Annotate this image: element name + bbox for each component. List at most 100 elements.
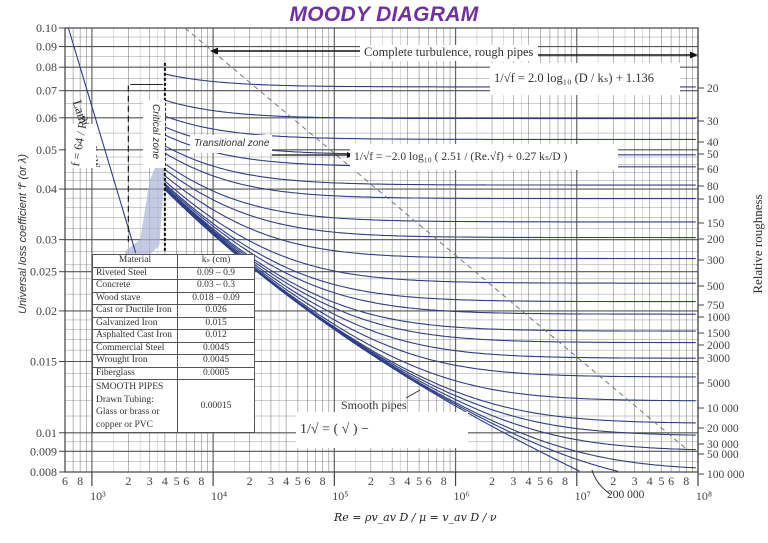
smooth-equation-box — [296, 412, 468, 448]
smooth-equation-partial: 1/√ = ( √ ) − — [300, 422, 369, 437]
complete-turbulence-boundary — [184, 27, 691, 453]
roughness-tick-label: 200 — [707, 234, 725, 246]
x-minor-tick-label: 6 — [304, 474, 310, 488]
reynolds-formula-text: Re = ρv_av D / μ = v_av D / ν — [334, 511, 497, 524]
y-tick-label: 0.07 — [36, 84, 57, 98]
x-major-tick-label: 10⁶ — [453, 489, 469, 503]
material-ks: 0.0005 — [177, 366, 255, 380]
table-row-smooth: SMOOTH PIPES Drawn Tubing: Glass or bras… — [92, 379, 255, 433]
roughness-curve — [164, 99, 696, 120]
table-header-row: Material kₛ (cm) — [92, 254, 255, 268]
y-tick-label: 0.01 — [36, 426, 57, 440]
table-row: Asphalted Cast Iron 0.012 — [92, 329, 255, 343]
transitional-zone-label: Transitional zone — [194, 138, 270, 149]
roughness-curve — [164, 163, 696, 223]
x-minor-tick-label: 3 — [389, 474, 395, 488]
table-row: Commercial Steel 0.0045 — [92, 341, 255, 355]
roughness-tick-label: 10 000 — [707, 403, 739, 415]
x-minor-tick-label: 4 — [526, 474, 532, 488]
smooth-line: Glass or brass or — [96, 407, 160, 417]
x-minor-tick-label: 4 — [162, 474, 168, 488]
table-row: Cast or Ductile Iron 0.026 — [92, 304, 255, 318]
x-minor-tick-label: 8 — [77, 474, 83, 488]
material-ks: 0.018 – 0.09 — [177, 291, 255, 305]
material-name: Asphalted Cast Iron — [92, 329, 178, 343]
roughness-tick-label: 20 — [707, 83, 719, 95]
material-roughness-table: Material kₛ (cm) Riveted Steel 0.09 – 0.9… — [92, 254, 255, 433]
critical-zone-shade — [124, 157, 165, 269]
x-minor-tick-label: 6 — [62, 474, 68, 488]
y-tick-label: 0.02 — [36, 304, 57, 318]
x-minor-tick-label: 2 — [125, 474, 131, 488]
roughness-200000-label: 200 000 — [607, 489, 645, 501]
x-minor-tick-label: 3 — [510, 474, 516, 488]
complete-turbulence-label: Complete turbulence, rough pipes — [364, 45, 534, 59]
x-minor-tick-label: 4 — [283, 474, 289, 488]
material-name: Wood stave — [92, 291, 178, 305]
x-minor-tick-label: 6 — [668, 474, 674, 488]
y-tick-label: 0.10 — [36, 21, 57, 35]
x-minor-tick-label: 2 — [247, 474, 253, 488]
smooth-line: Drawn Tubing: — [96, 394, 154, 405]
roughness-tick-label: 300 — [707, 255, 725, 267]
material-ks: 0.015 — [177, 316, 255, 330]
y-tick-label: 0.09 — [36, 40, 57, 54]
roughness-tick-label: 1000 — [707, 312, 730, 324]
roughness-tick-label: 30 — [707, 116, 719, 128]
material-ks: 0.012 — [177, 329, 255, 343]
y-tick-label: 0.06 — [36, 111, 57, 125]
roughness-tick-label: 80 — [707, 181, 719, 193]
x-major-tick-label: 10⁸ — [696, 489, 712, 503]
material-name: Fiberglass — [92, 366, 178, 380]
y-tick-label: 0.025 — [30, 265, 57, 279]
roughness-tick-label: 150 — [707, 218, 725, 230]
material-ks: 0.0045 — [177, 341, 255, 355]
roughness-tick-label: 30 000 — [707, 439, 739, 451]
material-ks: 0.03 – 0.3 — [177, 279, 255, 293]
chart-title: MOODY DIAGRAM — [289, 3, 479, 26]
arrow-head-right-icon — [690, 51, 698, 59]
x-major-tick-label: 10³ — [90, 489, 106, 503]
reynolds-number-formula: Re = ρv_av D / μ = v_av D / ν — [334, 511, 497, 524]
roughness-curve — [164, 183, 696, 303]
x-minor-tick-label: 8 — [320, 474, 326, 488]
x-minor-tick-label: 8 — [441, 474, 447, 488]
roughness-tick-label: 100 — [707, 194, 725, 206]
x-minor-tick-label: 5 — [659, 474, 665, 488]
table-header-ks: kₛ (cm) — [177, 254, 255, 268]
roughness-curve — [164, 115, 696, 140]
roughness-curve — [164, 152, 696, 200]
x-minor-tick-label: 6 — [426, 474, 432, 488]
y-tick-label: 0.015 — [30, 354, 57, 368]
material-ks: 0.09 – 0.9 — [177, 266, 255, 280]
roughness-curve — [164, 180, 696, 284]
roughness-200000-pointer — [591, 469, 611, 495]
x-minor-tick-label: 4 — [647, 474, 653, 488]
table-row: Galvanized Iron 0.015 — [92, 316, 255, 330]
x-minor-tick-label: 8 — [198, 474, 204, 488]
smooth-pipes-label: Smooth pipes — [341, 398, 407, 412]
roughness-tick-label: 750 — [707, 300, 725, 312]
x-minor-tick-label: 3 — [632, 474, 638, 488]
complete-turbulence-box — [360, 45, 538, 61]
colebrook-equation: 1/√f = −2.0 log₁₀ ( 2.51 / (Re.√f) + 0.2… — [354, 151, 568, 163]
x-minor-tick-label: 8 — [562, 474, 568, 488]
x-minor-tick-label: 5 — [295, 474, 301, 488]
roughness-tick-label: 5000 — [707, 378, 730, 390]
laminar-equation-box — [66, 124, 96, 168]
x-minor-tick-label: 8 — [683, 474, 689, 488]
x-minor-tick-label: 4 — [404, 474, 410, 488]
y-tick-label: 0.008 — [30, 465, 57, 479]
y-tick-label: 0.03 — [36, 233, 57, 247]
x-major-tick-label: 10⁴ — [211, 489, 227, 503]
material-ks: 0.0045 — [177, 354, 255, 368]
roughness-curve — [164, 175, 696, 260]
plot-frame — [64, 27, 699, 473]
material-name: Riveted Steel — [92, 266, 178, 280]
material-name: Galvanized Iron — [92, 316, 178, 330]
roughness-curve — [164, 145, 696, 186]
x-minor-tick-label: 5 — [174, 474, 180, 488]
x-minor-tick-label: 3 — [268, 474, 274, 488]
x-minor-tick-label: 5 — [416, 474, 422, 488]
arrow-head-left-icon — [210, 47, 218, 55]
